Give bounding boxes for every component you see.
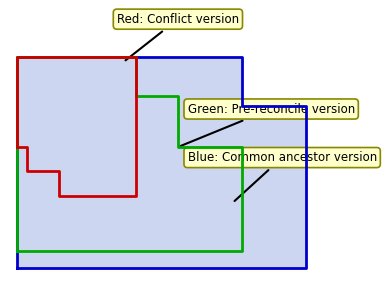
Polygon shape bbox=[17, 57, 306, 268]
Text: Blue: Common ancestor version: Blue: Common ancestor version bbox=[188, 151, 377, 201]
Text: Green: Pre-reconcile version: Green: Pre-reconcile version bbox=[180, 102, 355, 146]
Text: Red: Conflict version: Red: Conflict version bbox=[117, 13, 239, 60]
